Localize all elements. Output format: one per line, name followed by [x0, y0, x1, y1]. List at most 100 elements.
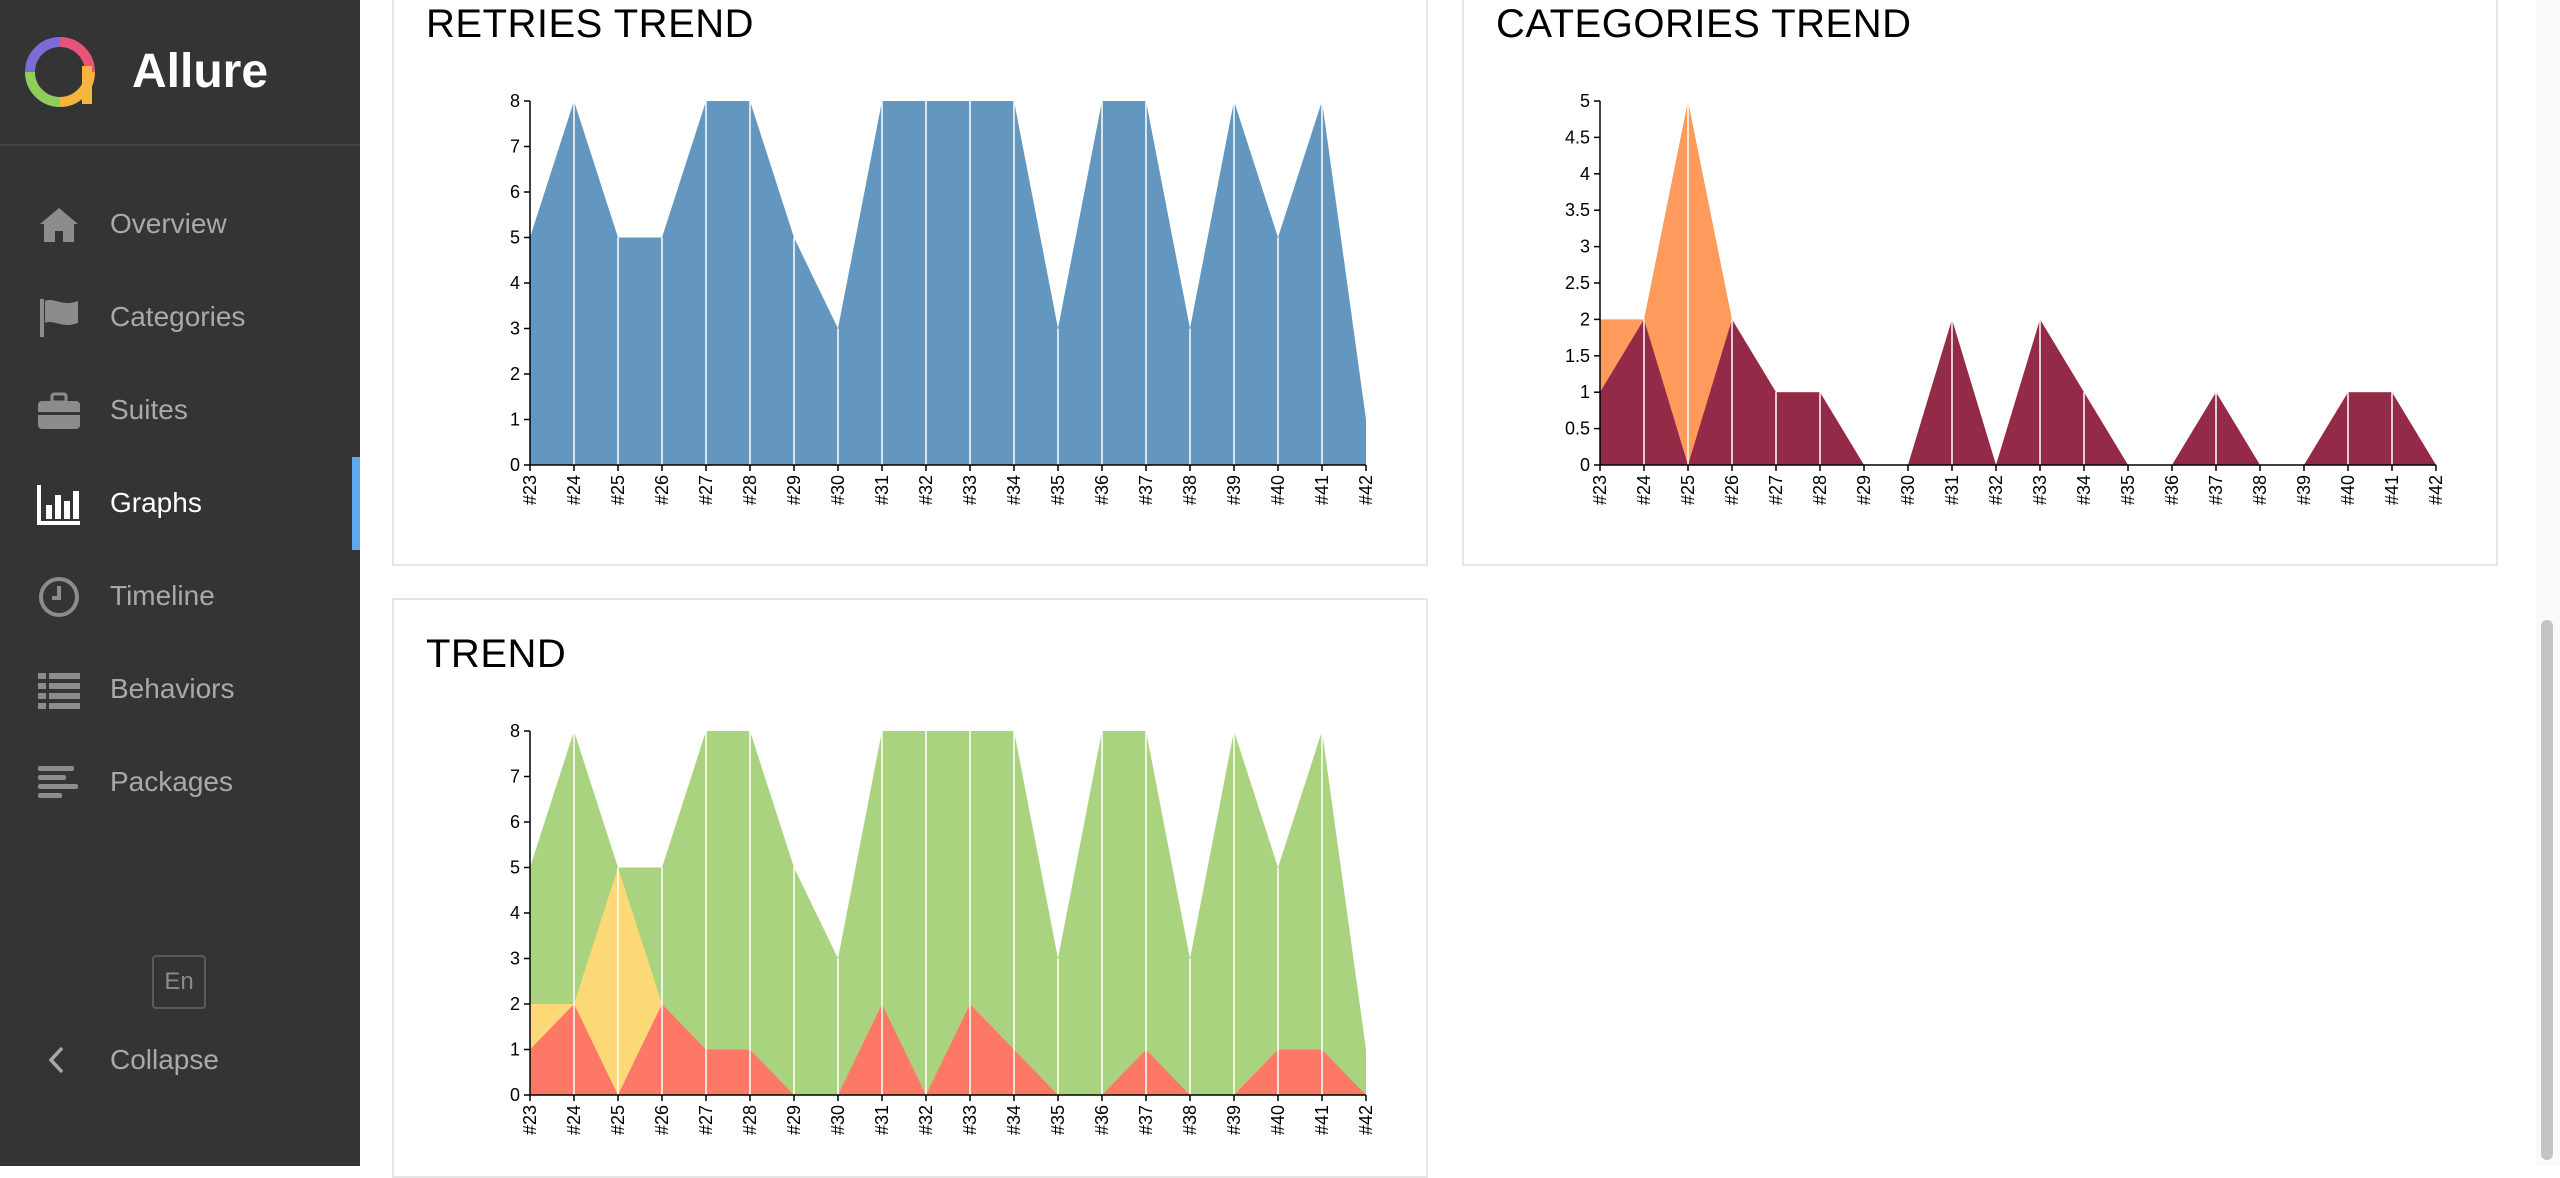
sidebar-item-suites[interactable]: Suites [0, 364, 360, 457]
y-tick-label: 5 [510, 858, 520, 878]
retries-trend-chart: 0 1 2 3 4 5 6 7 8 #23 #24 #25 #26 #27 #28 #29 #30 #31 #32 #… [510, 91, 1376, 505]
sidebar-item-packages[interactable]: Packages [0, 736, 360, 829]
x-tick-label: #38 [1180, 1105, 1200, 1135]
chevron-left-icon [48, 1046, 64, 1074]
sidebar-item-timeline[interactable]: Timeline [0, 550, 360, 643]
x-tick-label: #26 [652, 475, 672, 505]
x-tick-label: #23 [520, 1105, 540, 1135]
briefcase-icon [38, 392, 80, 429]
collapse-button[interactable]: Collapse [0, 1030, 360, 1090]
align-left-icon [38, 766, 78, 798]
y-tick-label: 3 [1580, 237, 1590, 257]
sidebar-item-label: Suites [110, 394, 188, 425]
y-tick-label: 2 [1580, 309, 1590, 329]
categories-trend-chart: 0 0.5 1 1.5 2 2.5 3 3.5 4 4.5 5 #23 #24 #25 #26 #27 #28 #… [1565, 91, 2446, 505]
x-tick-label: #41 [2382, 475, 2402, 505]
x-tick-label: #39 [1224, 475, 1244, 505]
categories-trend-card: CATEGORIES TREND 0 0.5 1 1.5 2 2.5 3 3.5 4 4.5 5 #2… [1462, 0, 2498, 566]
x-tick-label: #28 [740, 475, 760, 505]
language-button[interactable]: En [152, 955, 206, 1009]
card-title: CATEGORIES TREND [1496, 2, 1912, 46]
sidebar-item-categories[interactable]: Categories [0, 271, 360, 364]
x-tick-label: #37 [2206, 475, 2226, 505]
x-tick-label: #27 [696, 1105, 716, 1135]
x-tick-label: #36 [2162, 475, 2182, 505]
x-tick-label: #28 [1810, 475, 1830, 505]
y-tick-label: 5 [1580, 91, 1590, 111]
x-tick-label: #40 [2338, 475, 2358, 505]
x-tick-label: #42 [2426, 475, 2446, 505]
y-tick-label: 8 [510, 91, 520, 111]
sidebar-item-label: Behaviors [110, 673, 235, 704]
bar-chart-icon [37, 485, 80, 525]
active-marker [352, 457, 360, 550]
y-tick-label: 3.5 [1565, 200, 1590, 220]
brand[interactable]: Allure [0, 0, 360, 146]
y-tick-label: 5 [510, 228, 520, 248]
y-tick-label: 8 [510, 721, 520, 741]
x-tick-label: #24 [564, 1105, 584, 1135]
x-tick-label: #31 [872, 1105, 892, 1135]
x-tick-label: #36 [1092, 475, 1112, 505]
x-tick-label: #41 [1312, 1105, 1332, 1135]
trend-chart: 0 1 2 3 4 5 6 7 8 #23 #24 #25 #26 #27 #28 #29 #30 #31 #32 #… [510, 721, 1376, 1135]
x-tick-label: #25 [608, 1105, 628, 1135]
y-tick-label: 1 [1580, 382, 1590, 402]
trend-card: TREND 0 1 2 3 4 5 6 7 8 #23 #24 #25 #26 #27 #28 #29 #30 #… [392, 598, 1428, 1178]
y-tick-label: 3 [510, 949, 520, 969]
retries-trend-card: RETRIES TREND 0 1 2 3 4 5 6 7 8 #23 #24 #25 #26 #27 #2… [392, 0, 1428, 566]
x-tick-label: #27 [696, 475, 716, 505]
x-tick-label: #24 [1634, 475, 1654, 505]
x-tick-label: #35 [1048, 475, 1068, 505]
sidebar-item-behaviors[interactable]: Behaviors [0, 643, 360, 736]
card-title: TREND [426, 632, 567, 676]
home-icon [40, 208, 78, 242]
y-tick-label: 4 [1580, 164, 1590, 184]
x-tick-label: #24 [564, 475, 584, 505]
y-tick-label: 6 [510, 812, 520, 832]
series-area [530, 1004, 1366, 1095]
y-tick-label: 0 [1580, 455, 1590, 475]
x-tick-label: #42 [1356, 1105, 1376, 1135]
series-area [530, 731, 1366, 1095]
y-tick-label: 0 [510, 1085, 520, 1105]
y-tick-label: 2 [510, 364, 520, 384]
scrollbar-thumb[interactable] [2541, 620, 2553, 1160]
sidebar: Allure Overview Categories Suites [0, 0, 360, 1166]
sidebar-item-graphs[interactable]: Graphs [0, 457, 360, 550]
x-tick-label: #27 [1766, 475, 1786, 505]
y-tick-label: 2 [510, 994, 520, 1014]
sidebar-item-overview[interactable]: Overview [0, 178, 360, 271]
x-tick-label: #40 [1268, 475, 1288, 505]
x-tick-label: #33 [960, 475, 980, 505]
x-tick-label: #39 [2294, 475, 2314, 505]
x-tick-label: #37 [1136, 475, 1156, 505]
y-tick-label: 3 [510, 319, 520, 339]
y-tick-label: 4.5 [1565, 127, 1590, 147]
x-tick-label: #34 [1004, 475, 1024, 505]
x-tick-label: #25 [608, 475, 628, 505]
x-tick-label: #41 [1312, 475, 1332, 505]
sidebar-item-label: Timeline [110, 580, 215, 611]
y-tick-label: 4 [510, 903, 520, 923]
y-tick-label: 7 [510, 137, 520, 157]
x-tick-label: #29 [1854, 475, 1874, 505]
x-tick-label: #33 [2030, 475, 2050, 505]
x-tick-label: #32 [1986, 475, 2006, 505]
allure-logo-icon [25, 37, 95, 107]
x-tick-label: #34 [1004, 1105, 1024, 1135]
y-tick-label: 6 [510, 182, 520, 202]
x-tick-label: #23 [1590, 475, 1610, 505]
y-tick-label: 0.5 [1565, 419, 1590, 439]
sidebar-nav: Overview Categories Suites [0, 178, 360, 829]
flag-icon [40, 299, 78, 337]
y-tick-label: 1 [510, 1040, 520, 1060]
y-tick-label: 4 [510, 273, 520, 293]
x-tick-label: #26 [652, 1105, 672, 1135]
x-tick-label: #38 [1180, 475, 1200, 505]
x-tick-label: #42 [1356, 475, 1376, 505]
x-tick-label: #35 [1048, 1105, 1068, 1135]
y-tick-label: 7 [510, 767, 520, 787]
x-tick-label: #40 [1268, 1105, 1288, 1135]
x-tick-label: #28 [740, 1105, 760, 1135]
